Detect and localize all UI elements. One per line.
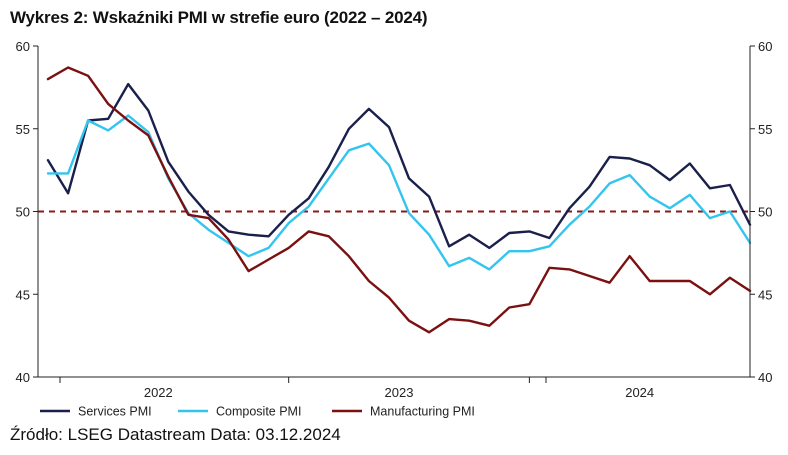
y-tick-label-right-55: 55 xyxy=(758,122,772,137)
y-tick-label-left-55: 55 xyxy=(16,122,30,137)
series-line-services-pmi xyxy=(46,82,752,250)
y-tick-label-left-60: 60 xyxy=(16,39,30,54)
x-tick-label-2023: 2023 xyxy=(385,385,414,400)
series-line-manufacturing-pmi xyxy=(46,66,752,334)
y-tick-label-right-60: 60 xyxy=(758,39,772,54)
source-note: Źródło: LSEG Datastream Data: 03.12.2024 xyxy=(10,425,341,444)
y-tick-label-right-40: 40 xyxy=(758,370,772,385)
legend-label-manufacturing-pmi: Manufacturing PMI xyxy=(370,405,475,419)
x-tick-label-2022: 2022 xyxy=(144,385,173,400)
legend-label-services-pmi: Services PMI xyxy=(78,405,152,419)
y-tick-label-left-45: 45 xyxy=(16,287,30,302)
series-line-composite-pmi xyxy=(46,114,752,271)
y-tick-label-right-45: 45 xyxy=(758,287,772,302)
y-tick-label-right-50: 50 xyxy=(758,205,772,220)
chart-title: Wykres 2: Wskaźniki PMI w strefie euro (… xyxy=(10,8,428,27)
y-tick-label-left-50: 50 xyxy=(16,205,30,220)
legend-label-composite-pmi: Composite PMI xyxy=(216,405,301,419)
x-tick-label-2024: 2024 xyxy=(625,385,654,400)
y-tick-label-left-40: 40 xyxy=(16,370,30,385)
